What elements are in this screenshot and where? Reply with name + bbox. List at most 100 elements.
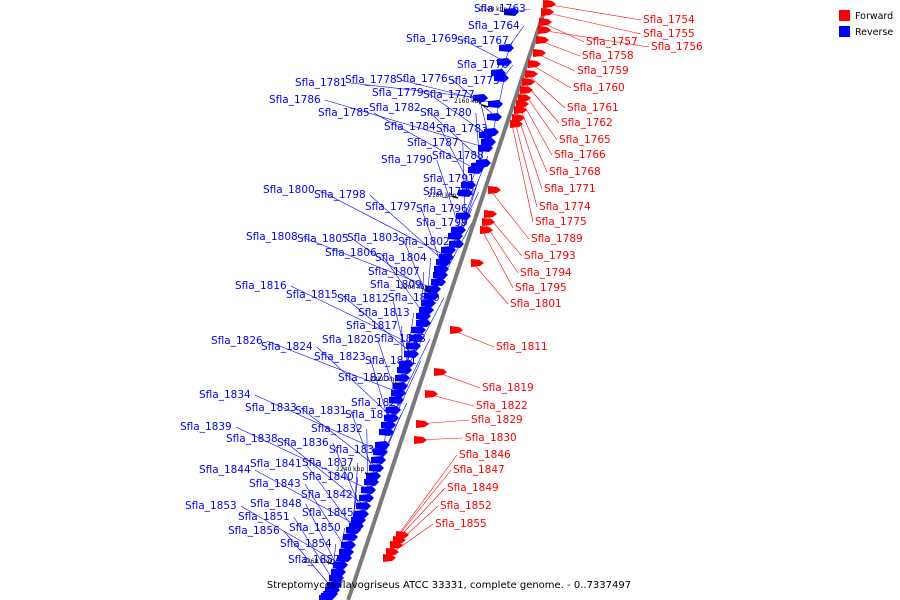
reverse-gene-label: Sfla_1848 [250, 498, 302, 510]
axis-line [346, 0, 550, 600]
reverse-gene-arrow [343, 533, 358, 541]
reverse-gene-label: Sfla_1787 [407, 137, 459, 149]
reverse-gene-label: Sfla_1807 [368, 266, 420, 278]
reverse-gene-label: Sfla_1779 [372, 87, 424, 99]
reverse-gene-label: Sfla_1843 [249, 478, 301, 490]
reverse-gene-arrow [441, 246, 456, 254]
reverse-gene-arrow [473, 94, 488, 102]
reverse-gene-arrow [371, 456, 386, 464]
reverse-gene-label: Sfla_1776 [396, 73, 448, 85]
reverse-leader-line [424, 107, 486, 164]
tick-label: 2180 kbp [428, 192, 456, 199]
tick-label: 2220 kbp [370, 376, 398, 383]
reverse-gene-arrow [397, 366, 412, 374]
forward-gene-label: Sfla_1759 [577, 65, 629, 77]
reverse-gene-arrow [373, 448, 388, 456]
reverse-gene-label: Sfla_1816 [235, 280, 287, 292]
reverse-gene-label: Sfla_1799 [416, 217, 468, 229]
reverse-leader-line [240, 505, 343, 566]
reverse-gene-label: Sfla_1769 [406, 33, 458, 45]
tick-mark [481, 104, 489, 108]
reverse-gene-arrow [389, 396, 404, 404]
reverse-gene-label: Sfla_1821 [365, 355, 417, 367]
reverse-gene-label: Sfla_1826 [211, 335, 263, 347]
forward-gene-label: Sfla_1761 [567, 102, 619, 114]
tick-mark [364, 472, 372, 476]
forward-gene-label: Sfla_1855 [435, 518, 487, 530]
forward-gene-arrow [536, 36, 549, 44]
reverse-gene-arrow [433, 271, 448, 279]
reverse-gene-arrow [399, 360, 414, 368]
forward-gene-label: Sfla_1754 [643, 14, 695, 26]
reverse-gene-label: Sfla_1788 [432, 150, 484, 162]
forward-gene-arrow [434, 368, 447, 376]
reverse-gene-arrow [431, 278, 446, 286]
genome-axis [346, 0, 550, 600]
reverse-leader-line [427, 92, 489, 136]
forward-gene-label: Sfla_1771 [544, 183, 596, 195]
forward-gene-label: Sfla_1852 [440, 500, 492, 512]
reverse-gene-arrow [361, 486, 376, 494]
forward-gene-label: Sfla_1768 [549, 166, 601, 178]
reverse-leader-line [402, 237, 431, 304]
reverse-gene-label: Sfla_1844 [199, 464, 251, 476]
reverse-gene-arrow [479, 131, 494, 139]
tick-label: 2140 kbp [479, 6, 507, 13]
reverse-gene-label: Sfla_1832 [311, 423, 363, 435]
forward-gene-label: Sfla_1822 [476, 400, 528, 412]
reverse-gene-arrow [409, 334, 424, 342]
reverse-gene-arrow [497, 58, 512, 66]
forward-gene-label: Sfla_1847 [453, 464, 505, 476]
forward-gene-label: Sfla_1756 [651, 41, 703, 53]
tick-mark [424, 289, 432, 293]
reverse-leader-line [293, 516, 337, 586]
reverse-gene-arrow [449, 240, 464, 248]
forward-gene-arrow [482, 218, 495, 226]
reverse-gene-arrow [499, 44, 514, 52]
reverse-gene-label: Sfla_1857 [288, 554, 340, 566]
forward-gene-arrow [514, 106, 527, 114]
forward-leader-line [517, 103, 548, 173]
reverse-gene-arrow [359, 494, 374, 502]
forward-gene-arrow [471, 259, 484, 267]
forward-leader-line [519, 97, 553, 156]
reverse-gene-label: Sfla_1798 [314, 189, 366, 201]
reverse-leader-line [507, 25, 525, 49]
reverse-gene-label: Sfla_1815 [286, 289, 338, 301]
forward-leader-line [539, 29, 650, 48]
reverse-gene-label: Sfla_1854 [280, 538, 332, 550]
reverse-gene-arrow [351, 516, 366, 524]
reverse-leader-line [350, 82, 483, 99]
reverse-gene-arrow [411, 326, 426, 334]
forward-leader-line [526, 73, 566, 109]
reverse-leader-line [352, 238, 434, 297]
reverse-gene-label: Sfla_1836 [277, 437, 329, 449]
forward-leader-line [544, 3, 642, 21]
forward-gene-label: Sfla_1789 [531, 233, 583, 245]
reverse-gene-label: Sfla_1827 [351, 397, 403, 409]
reverse-gene-label: Sfla_1851 [238, 511, 290, 523]
forward-gene-label: Sfla_1830 [465, 432, 517, 444]
forward-gene-arrow [538, 26, 551, 34]
reverse-leader-line [449, 191, 480, 251]
forward-leader-line [481, 229, 514, 289]
reverse-gene-label: Sfla_1850 [289, 522, 341, 534]
reverse-leader-line [369, 194, 446, 263]
reverse-gene-label: Sfla_1845 [302, 507, 354, 519]
reverse-gene-arrow [468, 166, 483, 174]
reverse-gene-label: Sfla_1817 [346, 320, 398, 332]
reverse-gene-label: Sfla_1808 [246, 231, 298, 243]
reverse-gene-arrow [494, 74, 509, 82]
reverse-gene-label: Sfla_1805 [297, 233, 349, 245]
forward-gene-arrow [390, 541, 403, 549]
reverse-leader-line [332, 442, 364, 515]
forward-gene-arrow [425, 390, 438, 398]
reverse-leader-line [439, 126, 471, 186]
reverse-leader-line [380, 252, 426, 317]
reverse-gene-label: Sfla_1841 [250, 458, 302, 470]
reverse-gene-label: Sfla_1804 [375, 252, 427, 264]
forward-leader-line [513, 117, 538, 208]
reverse-gene-label: Sfla_1796 [416, 203, 468, 215]
legend-forward-swatch [839, 10, 850, 21]
reverse-gene-arrow [391, 389, 406, 397]
